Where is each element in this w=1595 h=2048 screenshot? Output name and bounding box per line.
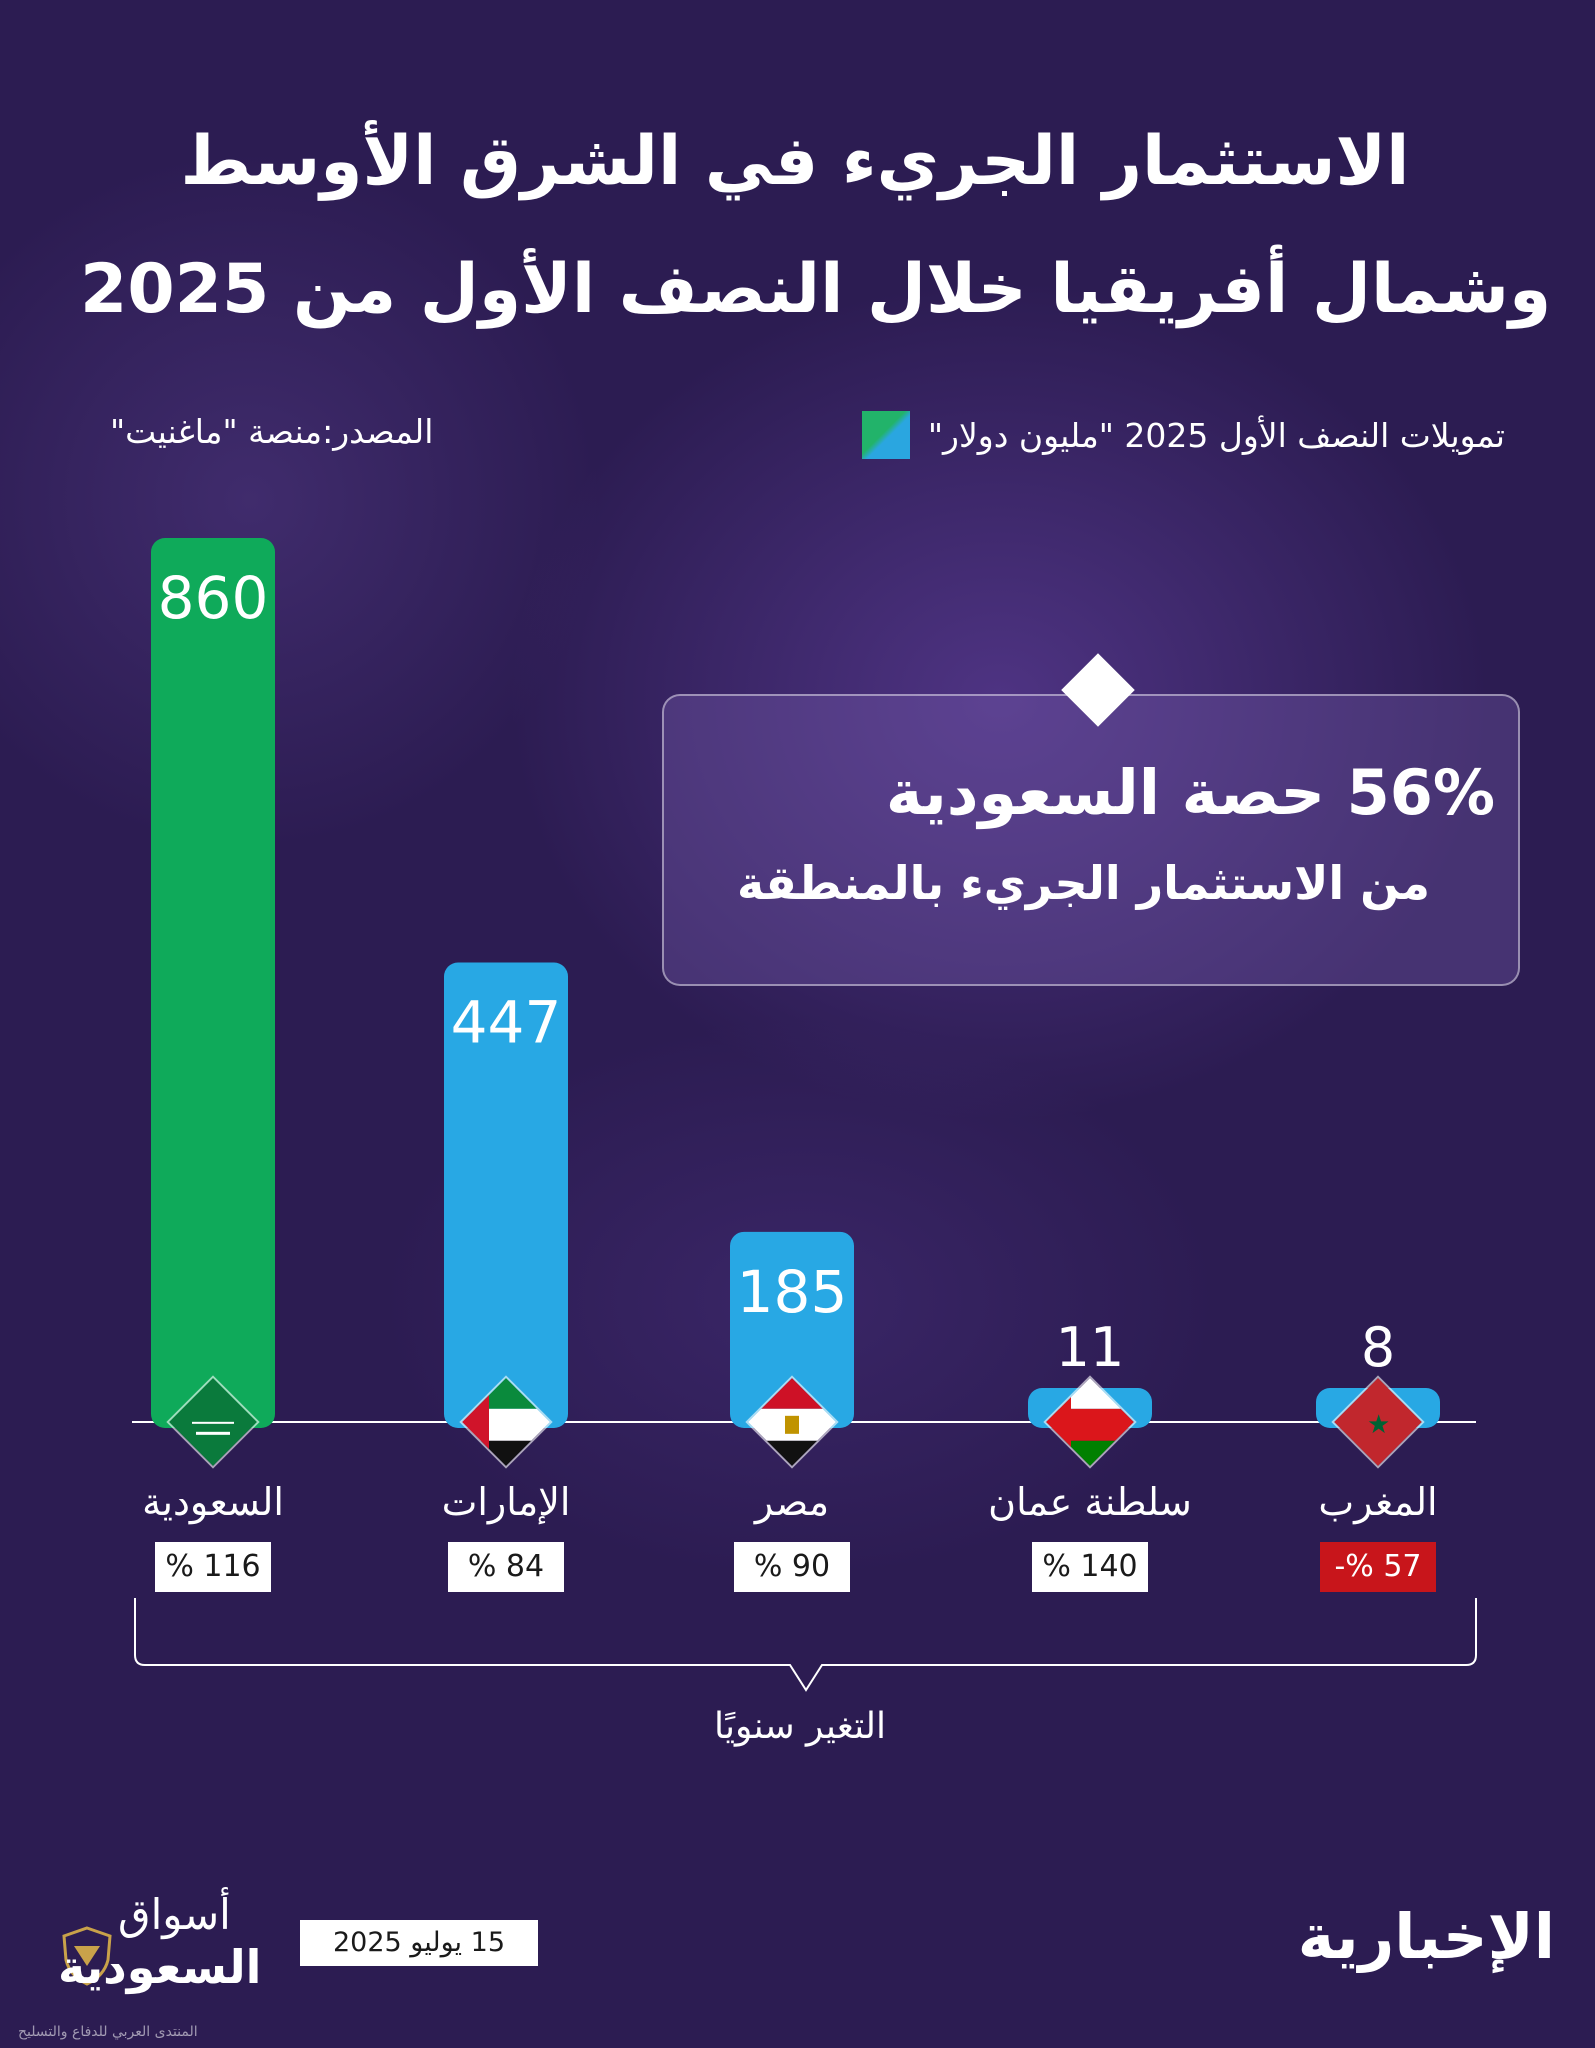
watermark-text: المنتدى العربي للدفاع والتسليح (18, 2024, 198, 2040)
shield-icon (62, 1926, 112, 1986)
legend-swatch-icon (861, 411, 910, 459)
yoy-change-badge-5: -% 57 (1320, 1542, 1436, 1592)
bar-value-label-1: 860 (158, 564, 269, 632)
yoy-bracket (134, 1598, 1477, 1692)
callout-line2: من الاستثمار الجريء بالمنطقة (736, 856, 1430, 910)
yoy-bracket-label: التغير سنويًا (714, 1706, 886, 1747)
category-label-3: مصر (754, 1480, 830, 1524)
brand-left-line2: السعودية (58, 1940, 262, 1994)
yoy-change-badge-2: % 84 (448, 1542, 564, 1592)
category-label-5: المغرب (1318, 1480, 1438, 1524)
callout-line1: 56% حصة السعودية (885, 756, 1495, 829)
legend: تمويلات النصف الأول 2025 "مليون دولار" (861, 410, 1505, 460)
chart-title-line1: الاستثمار الجريء في الشرق الأوسط (180, 122, 1410, 201)
bar-2 (444, 962, 568, 1428)
category-label-1: السعودية (142, 1480, 284, 1524)
yoy-change-badge-1: % 116 (155, 1542, 271, 1592)
source-label: المصدر:منصة "ماغنيت" (110, 412, 434, 451)
bar-value-label-2: 447 (451, 989, 562, 1057)
category-label-4: سلطنة عمان (988, 1480, 1192, 1524)
legend-label: تمويلات النصف الأول 2025 "مليون دولار" (927, 415, 1505, 455)
bar-1 (151, 538, 275, 1428)
chart-title-line2: وشمال أفريقيا خلال النصف الأول من 2025 (80, 250, 1552, 329)
category-label-2: الإمارات (441, 1480, 571, 1524)
bar-value-label-5: 8 (1361, 1316, 1395, 1379)
date-badge: 15 يوليو 2025 (300, 1920, 538, 1966)
yoy-change-badge-4: % 140 (1032, 1542, 1148, 1592)
brand-left-line1: أسواق (118, 1890, 231, 1939)
bar-3 (730, 1231, 854, 1428)
bar-value-label-4: 11 (1056, 1316, 1125, 1379)
bar-value-label-3: 185 (737, 1258, 848, 1326)
brand-logo-alekhbariya: الإخبارية (1297, 1900, 1555, 1973)
yoy-change-badge-3: % 90 (734, 1542, 850, 1592)
